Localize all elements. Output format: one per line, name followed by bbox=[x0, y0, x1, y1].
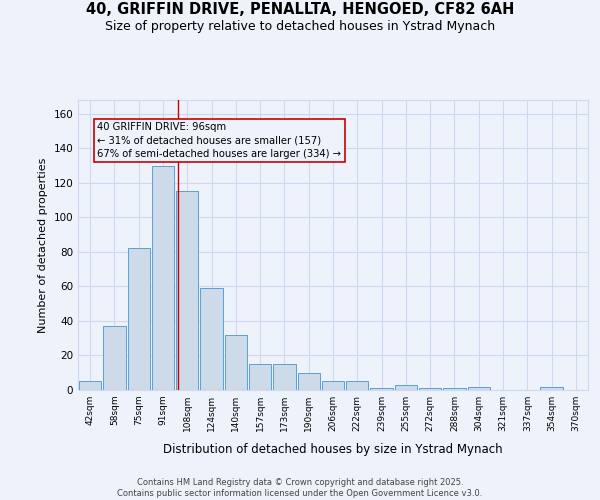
Bar bbox=[224, 335, 247, 390]
Bar bbox=[176, 192, 199, 390]
Bar bbox=[79, 382, 101, 390]
Bar bbox=[152, 166, 174, 390]
Bar bbox=[419, 388, 442, 390]
Text: 40 GRIFFIN DRIVE: 96sqm
← 31% of detached houses are smaller (157)
67% of semi-d: 40 GRIFFIN DRIVE: 96sqm ← 31% of detache… bbox=[97, 122, 341, 159]
Y-axis label: Number of detached properties: Number of detached properties bbox=[38, 158, 48, 332]
Bar bbox=[200, 288, 223, 390]
Text: 40, GRIFFIN DRIVE, PENALLTA, HENGOED, CF82 6AH: 40, GRIFFIN DRIVE, PENALLTA, HENGOED, CF… bbox=[86, 2, 514, 18]
Text: Contains HM Land Registry data © Crown copyright and database right 2025.
Contai: Contains HM Land Registry data © Crown c… bbox=[118, 478, 482, 498]
Text: Size of property relative to detached houses in Ystrad Mynach: Size of property relative to detached ho… bbox=[105, 20, 495, 33]
Bar bbox=[541, 386, 563, 390]
Text: Distribution of detached houses by size in Ystrad Mynach: Distribution of detached houses by size … bbox=[163, 442, 503, 456]
Bar bbox=[322, 382, 344, 390]
Bar bbox=[298, 372, 320, 390]
Bar bbox=[128, 248, 150, 390]
Bar bbox=[443, 388, 466, 390]
Bar bbox=[249, 364, 271, 390]
Bar bbox=[395, 385, 417, 390]
Bar bbox=[467, 386, 490, 390]
Bar bbox=[346, 382, 368, 390]
Bar bbox=[273, 364, 296, 390]
Bar bbox=[370, 388, 393, 390]
Bar bbox=[103, 326, 125, 390]
